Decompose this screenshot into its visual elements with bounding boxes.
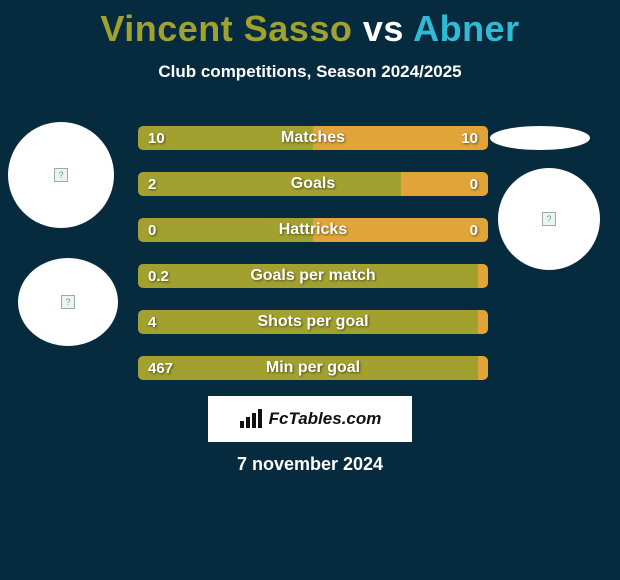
stat-value-right: 0 bbox=[470, 218, 478, 242]
avatar-placeholder: ? bbox=[498, 168, 600, 270]
branding-text: FcTables.com bbox=[269, 409, 382, 429]
stat-label: Hattricks bbox=[138, 218, 488, 242]
stat-value-right: 0 bbox=[470, 172, 478, 196]
stat-row: 2Goals0 bbox=[138, 172, 488, 196]
stat-label: Goals per match bbox=[138, 264, 488, 288]
avatar-placeholder: ? bbox=[8, 122, 114, 228]
image-placeholder-icon: ? bbox=[54, 168, 68, 182]
stat-row: 467Min per goal bbox=[138, 356, 488, 380]
branding-badge: FcTables.com bbox=[208, 396, 412, 442]
player2-name: Abner bbox=[413, 8, 520, 49]
comparison-chart: 10Matches102Goals00Hattricks00.2Goals pe… bbox=[138, 126, 488, 402]
stat-label: Shots per goal bbox=[138, 310, 488, 334]
date-label: 7 november 2024 bbox=[0, 454, 620, 475]
vs-separator: vs bbox=[363, 8, 404, 49]
stat-label: Matches bbox=[138, 126, 488, 150]
image-placeholder-icon: ? bbox=[542, 212, 556, 226]
image-placeholder-icon: ? bbox=[61, 295, 75, 309]
avatar-placeholder bbox=[490, 126, 590, 150]
stat-row: 4Shots per goal bbox=[138, 310, 488, 334]
stat-label: Min per goal bbox=[138, 356, 488, 380]
player1-name: Vincent Sasso bbox=[100, 8, 352, 49]
stat-row: 10Matches10 bbox=[138, 126, 488, 150]
stat-row: 0Hattricks0 bbox=[138, 218, 488, 242]
stat-row: 0.2Goals per match bbox=[138, 264, 488, 288]
branding-icon bbox=[239, 409, 265, 429]
comparison-title: Vincent Sasso vs Abner bbox=[0, 0, 620, 50]
subtitle: Club competitions, Season 2024/2025 bbox=[0, 62, 620, 82]
stat-label: Goals bbox=[138, 172, 488, 196]
avatar-placeholder: ? bbox=[18, 258, 118, 346]
stat-value-right: 10 bbox=[461, 126, 478, 150]
